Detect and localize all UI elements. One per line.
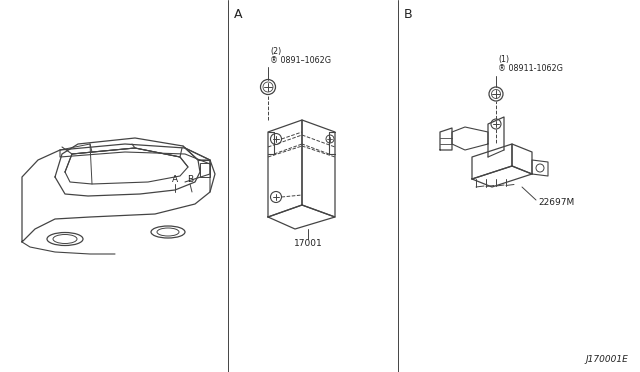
Text: A: A (172, 174, 178, 183)
Text: ® 0891–1062G: ® 0891–1062G (270, 55, 331, 64)
Text: ® 08911-1062G: ® 08911-1062G (498, 64, 563, 73)
Text: (1): (1) (498, 55, 509, 64)
Bar (200, 163, 210, 177)
Text: 22697M: 22697M (538, 198, 574, 206)
Text: B: B (187, 174, 193, 183)
Text: A: A (234, 7, 243, 20)
Text: J170001E: J170001E (585, 356, 628, 365)
Text: B: B (404, 7, 413, 20)
Text: (2): (2) (270, 46, 281, 55)
Text: 17001: 17001 (294, 240, 323, 248)
